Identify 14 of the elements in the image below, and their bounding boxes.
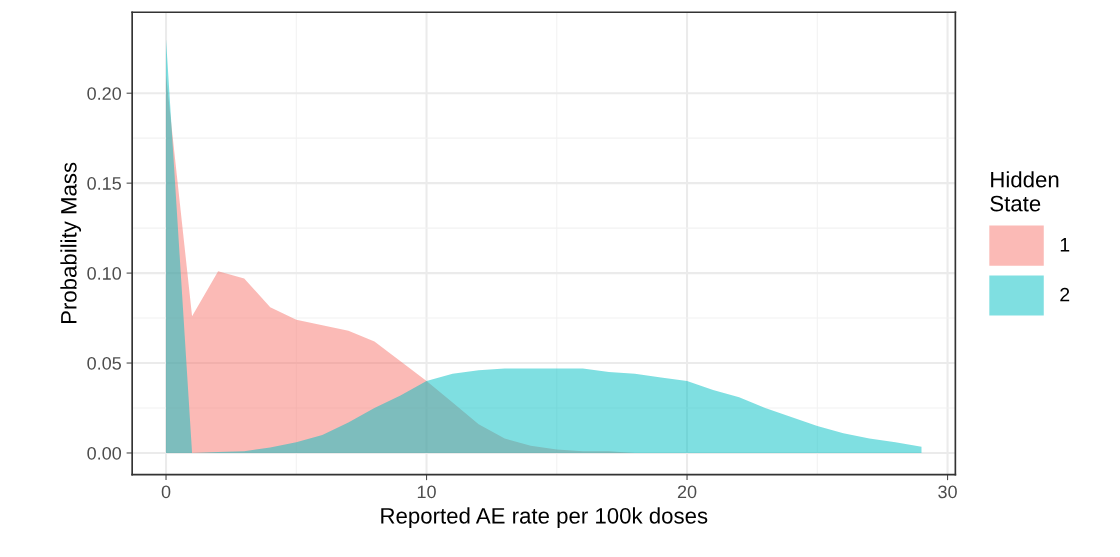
- y-tick-label: 0.00: [87, 446, 122, 460]
- legend-label: 2: [1060, 287, 1070, 302]
- x-axis-title: Reported AE rate per 100k doses: [381, 507, 708, 529]
- y-tick-label: 0.10: [87, 267, 122, 280]
- y-tick-label: 0.20: [87, 87, 122, 100]
- x-tick-label: 0: [161, 485, 171, 499]
- y-axis-title: Probability Mass: [60, 162, 82, 324]
- y-tick-label: 0.05: [87, 356, 121, 370]
- x-tick-label: 20: [677, 485, 697, 499]
- legend-label: 1: [1060, 238, 1070, 252]
- x-tick-label: 30: [938, 485, 957, 499]
- y-tick-label: 0.15: [87, 177, 121, 190]
- x-tick-label: 10: [417, 485, 436, 499]
- legend-title: Hidden State: [990, 171, 1059, 212]
